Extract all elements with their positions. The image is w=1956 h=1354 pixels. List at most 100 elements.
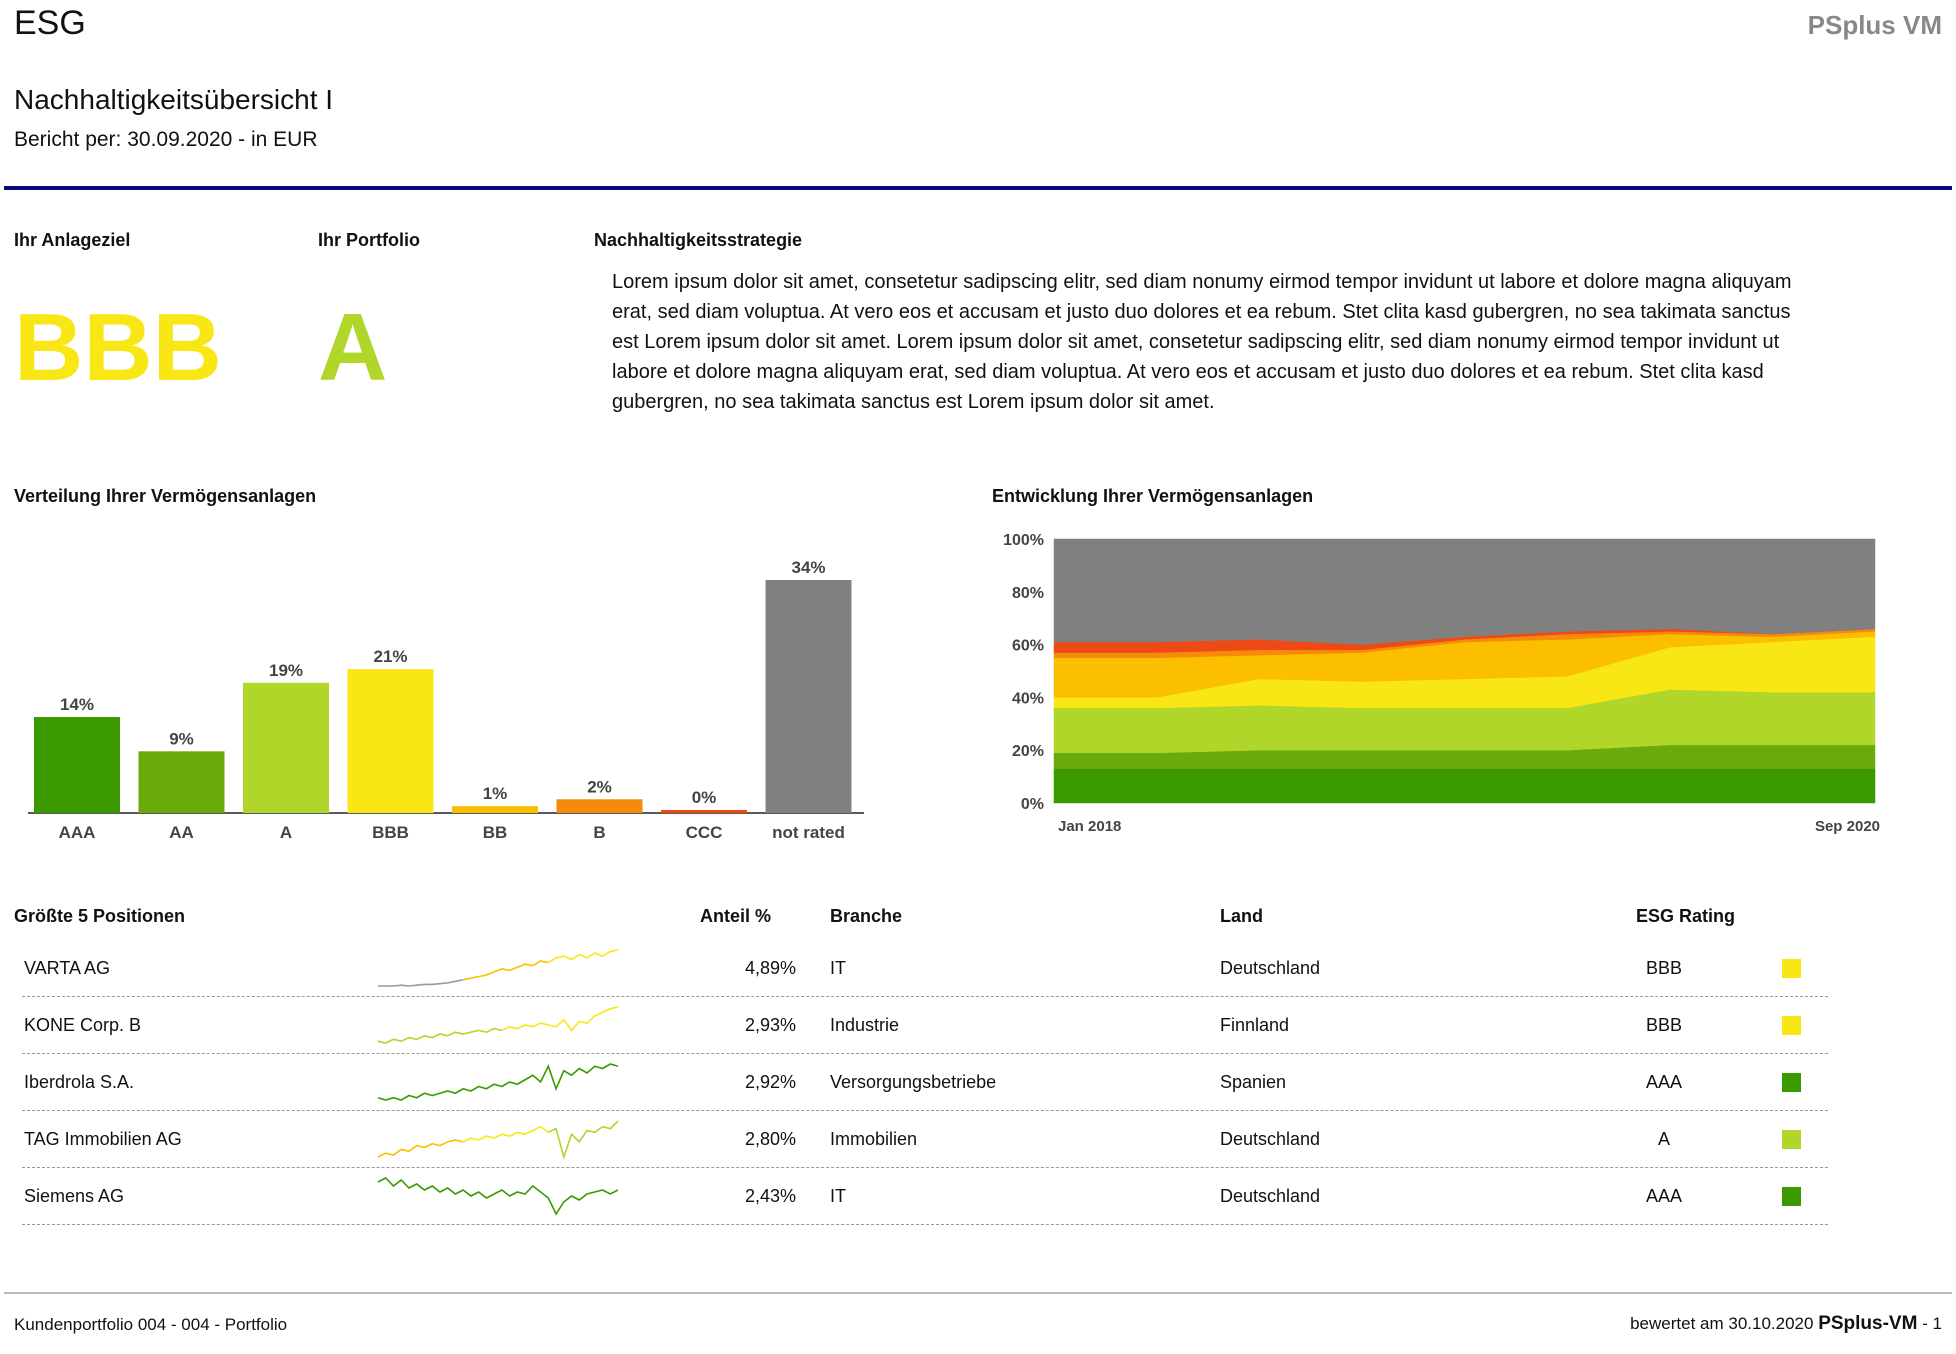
report-date-line: Bericht per: 30.09.2020 - in EUR <box>14 128 318 151</box>
bar-bbb <box>347 669 434 813</box>
footer-portfolio-name: Kundenportfolio 004 - 004 - Portfolio <box>14 1315 288 1334</box>
footer-brand: PSplus-VM <box>1818 1313 1918 1334</box>
bar-value-label: 14% <box>60 695 94 714</box>
development-chart-title: Entwicklung Ihrer Vermögensanlagen <box>992 486 1314 506</box>
position-sparkline <box>376 1113 622 1168</box>
bar-category-label: AAA <box>59 823 96 842</box>
table-row: VARTA AG 4,89% IT Deutschland BBB <box>22 940 1828 997</box>
bar-category-label: CCC <box>686 823 723 842</box>
bar-value-label: 1% <box>483 784 508 803</box>
esg-rating-color-swatch <box>1782 1130 1801 1149</box>
distribution-chart-title: Verteilung Ihrer Vermögensanlagen <box>14 486 317 506</box>
position-esg-rating: BBB <box>1645 958 1683 978</box>
footer-divider <box>4 1292 1952 1294</box>
bar-a <box>243 682 329 813</box>
bar-category-label: B <box>593 823 605 842</box>
position-branche: IT <box>830 958 846 978</box>
position-sparkline <box>376 942 622 997</box>
sparkline-segment <box>501 1006 619 1032</box>
position-name: Iberdrola S.A. <box>24 1072 135 1092</box>
table-row: KONE Corp. B 2,93% Industrie Finnland BBB <box>22 997 1828 1054</box>
position-share: 4,89% <box>744 958 796 978</box>
bar-aaa <box>34 717 120 813</box>
top-positions-title: Größte 5 Positionen <box>14 906 186 926</box>
brand-logo-text: PSplus VM <box>1807 10 1942 40</box>
bar-value-label: 0% <box>692 788 717 807</box>
position-esg-rating: AAA <box>1645 1186 1683 1206</box>
bar-value-label: 34% <box>791 558 825 577</box>
sparkline-segment <box>377 1063 619 1101</box>
bar-category-label: BBB <box>372 823 409 842</box>
investment-goal-rating: BBB <box>14 294 222 401</box>
position-land: Deutschland <box>1220 958 1321 978</box>
bar-b <box>556 799 643 813</box>
position-land: Deutschland <box>1220 1129 1321 1149</box>
report-title: ESG <box>14 4 86 42</box>
sparkline-segment <box>377 1027 503 1044</box>
position-branche: Industrie <box>830 1015 900 1035</box>
bar-ccc <box>661 810 747 813</box>
position-share: 2,80% <box>744 1129 796 1149</box>
page-title: Nachhaltigkeitsübersicht I <box>14 84 334 115</box>
footer-valuation-info: bewertet am 30.10.2020 PSplus-VM - 1 <box>1630 1313 1942 1335</box>
y-tick-label: 80% <box>1012 585 1044 602</box>
position-branche: Versorgungsbetriebe <box>830 1072 997 1092</box>
footer-valuation-date: bewertet am 30.10.2020 <box>1630 1314 1814 1333</box>
sparkline-segment <box>547 949 619 964</box>
position-share: 2,93% <box>744 1015 796 1035</box>
column-header-branche: Branche <box>830 906 903 926</box>
bar-category-label: A <box>280 823 292 842</box>
position-esg-rating: A <box>1657 1129 1670 1149</box>
column-header-land: Land <box>1220 906 1263 926</box>
bar-category-label: BB <box>483 823 508 842</box>
sparkline-segment <box>377 1177 619 1216</box>
sparkline-segment <box>547 1120 619 1160</box>
bar-not-rated <box>765 580 852 813</box>
x-tick-label-start: Jan 2018 <box>1058 818 1121 835</box>
strategy-text: Lorem ipsum dolor sit amet, consetetur s… <box>612 271 1792 413</box>
investment-goal-label: Ihr Anlageziel <box>14 230 131 250</box>
position-share: 2,43% <box>744 1186 796 1206</box>
table-row: Iberdrola S.A. 2,92% Versorgungsbetriebe Sp… <box>22 1054 1828 1111</box>
column-header-share: Anteil % <box>700 906 772 926</box>
bar-value-label: 9% <box>169 729 194 748</box>
position-branche: IT <box>830 1186 846 1206</box>
position-land: Deutschland <box>1220 1186 1321 1206</box>
bar-category-label: AA <box>169 823 194 842</box>
footer-page-number: - 1 <box>1922 1314 1942 1333</box>
sparkline-segment <box>377 1139 464 1158</box>
position-name: KONE Corp. B <box>24 1015 142 1035</box>
esg-rating-color-swatch <box>1782 1073 1801 1092</box>
rating-distribution-bar-chart: 14% AAA 9% AA 19% A 21% BBB 1% BB 2% B 0% CCC 34% not r… <box>28 558 864 842</box>
column-header-esg-rating: ESG Rating <box>1636 906 1736 926</box>
y-tick-label: 60% <box>1012 638 1044 655</box>
sparkline-segment <box>462 1125 549 1143</box>
position-name: TAG Immobilien AG <box>24 1129 182 1149</box>
position-esg-rating: AAA <box>1645 1072 1683 1092</box>
position-name: Siemens AG <box>24 1186 125 1206</box>
bar-value-label: 2% <box>587 777 612 796</box>
bar-aa <box>138 751 225 813</box>
position-land: Finnland <box>1220 1015 1290 1035</box>
esg-rating-color-swatch <box>1782 959 1801 978</box>
position-sparkline <box>376 999 622 1054</box>
table-row: Siemens AG 2,43% IT Deutschland AAA <box>22 1168 1828 1225</box>
y-tick-label: 100% <box>1003 532 1044 549</box>
table-row: TAG Immobilien AG 2,80% Immobilien Deutschl… <box>22 1111 1828 1168</box>
esg-rating-color-swatch <box>1782 1187 1801 1206</box>
position-esg-rating: BBB <box>1645 1015 1683 1035</box>
position-share: 2,92% <box>744 1072 796 1092</box>
asset-development-area-chart: 0% 20% 40% 60% 80% 100% Jan 2018 Sep 2020 <box>1003 532 1880 835</box>
y-tick-label: 20% <box>1012 743 1044 760</box>
y-tick-label: 40% <box>1012 690 1044 707</box>
sparkline-segment <box>463 960 549 981</box>
bar-value-label: 19% <box>269 661 303 680</box>
portfolio-rating: A <box>318 294 388 401</box>
bar-bb <box>452 806 538 813</box>
portfolio-label: Ihr Portfolio <box>318 230 420 250</box>
position-sparkline <box>376 1056 622 1111</box>
position-branche: Immobilien <box>830 1129 918 1149</box>
y-tick-label: 0% <box>1021 796 1044 813</box>
area-series-8 <box>1053 538 1876 645</box>
position-land: Spanien <box>1220 1072 1287 1092</box>
